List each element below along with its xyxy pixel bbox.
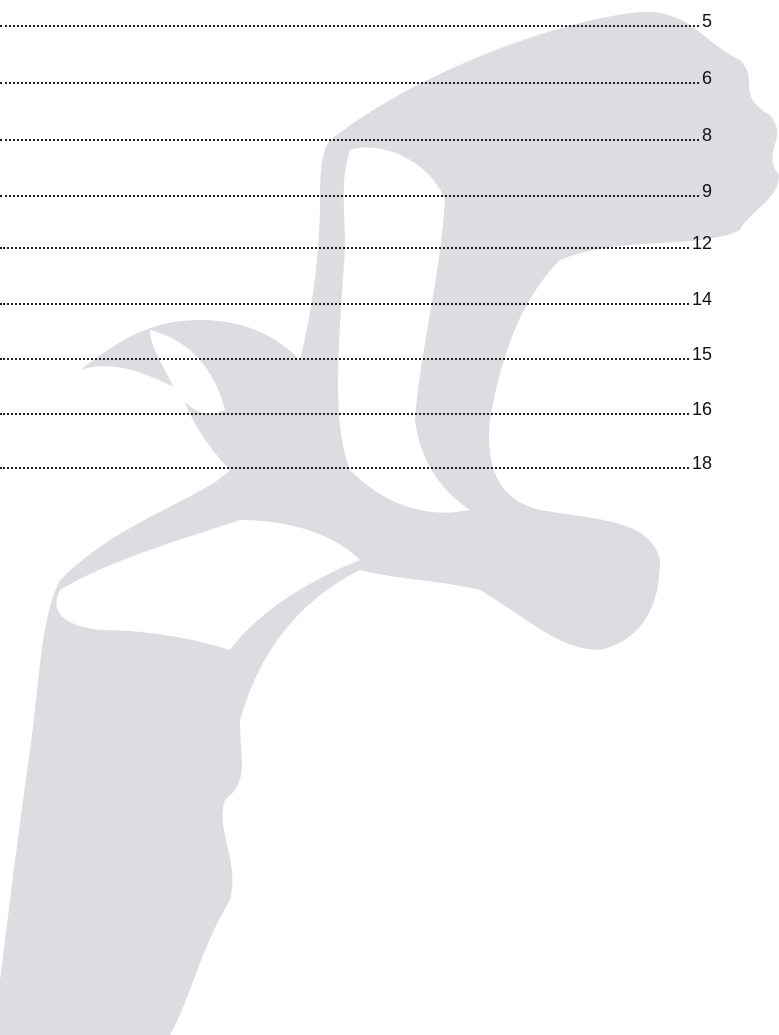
page: {"toc": {"entries": [ {"page": 5}, {"pag… — [0, 0, 779, 1035]
table-of-contents: 5 6 8 9 12 14 15 16 18 — [0, 0, 779, 1035]
toc-entry: 16 — [0, 396, 712, 420]
toc-entry: 14 — [0, 286, 712, 310]
toc-entry: 8 — [0, 122, 712, 146]
page-number: 9 — [702, 180, 712, 202]
dot-leader — [0, 413, 689, 415]
page-number: 15 — [692, 343, 712, 365]
page-number: 5 — [702, 10, 712, 32]
dot-leader — [0, 139, 699, 141]
toc-entry: 12 — [0, 230, 712, 254]
toc-entry: 9 — [0, 178, 712, 202]
page-number: 14 — [692, 288, 712, 310]
dot-leader — [0, 247, 689, 249]
toc-entry: 5 — [0, 8, 712, 32]
dot-leader — [0, 467, 689, 469]
page-number: 8 — [702, 124, 712, 146]
toc-entry: 18 — [0, 450, 712, 474]
page-number: 16 — [692, 398, 712, 420]
dot-leader — [0, 303, 689, 305]
dot-leader — [0, 82, 699, 84]
page-number: 6 — [702, 67, 712, 89]
dot-leader — [0, 195, 699, 197]
dot-leader — [0, 358, 689, 360]
page-number: 12 — [692, 232, 712, 254]
page-number: 18 — [692, 452, 712, 474]
toc-entry: 6 — [0, 65, 712, 89]
dot-leader — [0, 25, 699, 27]
toc-entry: 15 — [0, 341, 712, 365]
